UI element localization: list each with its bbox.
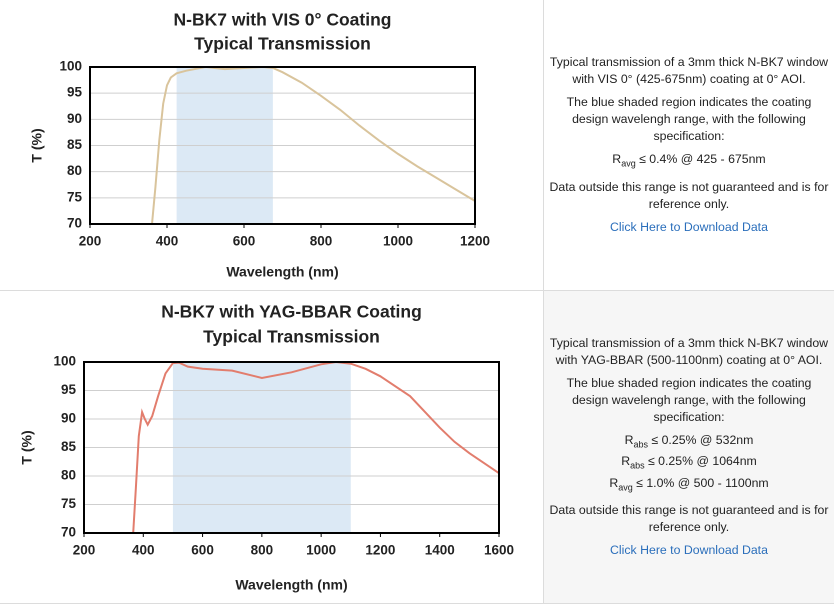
spec-subscript: avg: [621, 158, 636, 169]
specifications: Rabs ≤ 0.25% @ 532nm Rabs ≤ 0.25% @ 1064n…: [548, 432, 830, 496]
disclaimer: Data outside this range is not guarantee…: [549, 179, 829, 211]
chart-title: N-BK7 with VIS 0° Coating: [174, 10, 392, 30]
chart-cell: N-BK7 with YAG-BBAR Coating Typical Trans…: [0, 291, 544, 603]
description-cell: Typical transmission of a 3mm thick N-BK…: [544, 291, 834, 603]
spec-text: ≤ 0.25% @ 532nm: [648, 432, 754, 447]
x-tick-label: 600: [191, 543, 214, 558]
x-tick-label: 600: [233, 234, 256, 249]
y-axis-label: T (%): [19, 430, 35, 464]
y-tick-label: 100: [59, 59, 82, 74]
y-tick-label: 70: [61, 525, 76, 540]
spec-subscript: abs: [630, 460, 645, 471]
x-tick-label: 1600: [484, 543, 514, 558]
chart-title: Typical Transmission: [194, 34, 371, 54]
spec-symbol: R: [609, 475, 619, 490]
spec-symbol: R: [612, 152, 622, 167]
chart: N-BK7 with VIS 0° Coating Typical Transmi…: [29, 10, 490, 280]
x-tick-label: 200: [79, 234, 102, 249]
chart-title: N-BK7 with YAG-BBAR Coating: [161, 302, 422, 322]
x-axis-label: Wavelength (nm): [226, 264, 338, 280]
plot-frame: [83, 361, 500, 534]
y-tick-label: 90: [67, 111, 82, 126]
spec-text: ≤ 0.25% @ 1064nm: [644, 454, 757, 469]
chart-cell: N-BK7 with VIS 0° Coating Typical Transmi…: [0, 0, 544, 290]
spec-symbol: R: [621, 454, 631, 469]
y-tick-label: 75: [67, 189, 83, 204]
specifications: Ravg ≤ 0.4% @ 425 - 675nm: [548, 151, 830, 172]
disclaimer: Data outside this range is not guarantee…: [549, 503, 829, 535]
spec-subscript: avg: [618, 482, 633, 493]
specification: Ravg ≤ 1.0% @ 500 - 1100nm: [548, 475, 830, 496]
spec-text: ≤ 0.4% @ 425 - 675nm: [635, 152, 766, 167]
y-tick-label: 95: [61, 382, 77, 397]
x-tick-label: 200: [73, 543, 96, 558]
y-tick-label: 85: [67, 137, 83, 152]
spec-text: ≤ 1.0% @ 500 - 1100nm: [632, 475, 769, 490]
x-axis-label: Wavelength (nm): [235, 577, 347, 593]
x-tick-label: 400: [132, 543, 155, 558]
y-tick-label: 80: [67, 163, 82, 178]
x-tick-label: 400: [156, 234, 179, 249]
specification: Rabs ≤ 0.25% @ 532nm: [548, 432, 830, 453]
description: Typical transmission of a 3mm thick N-BK…: [549, 55, 829, 87]
x-tick-label: 1200: [460, 234, 490, 249]
plot-frame: [89, 66, 476, 225]
x-tick-label: 800: [310, 234, 333, 249]
y-tick-label: 100: [53, 354, 76, 369]
x-tick-label: 800: [251, 543, 274, 558]
description: The blue shaded region indicates the coa…: [566, 95, 812, 144]
y-tick-label: 95: [67, 85, 83, 100]
chart-title: Typical Transmission: [203, 327, 380, 347]
y-tick-label: 70: [67, 216, 82, 231]
x-tick-label: 1000: [383, 234, 413, 249]
download-link[interactable]: Click Here to Download Data: [610, 219, 768, 234]
transmission-line: [132, 360, 500, 534]
y-tick-label: 75: [61, 496, 77, 511]
description-cell: Typical transmission of a 3mm thick N-BK…: [544, 0, 834, 290]
x-tick-label: 1000: [306, 543, 336, 558]
product-row: N-BK7 with YAG-BBAR Coating Typical Trans…: [0, 291, 834, 604]
description: Typical transmission of a 3mm thick N-BK…: [549, 335, 829, 367]
specification: Rabs ≤ 0.25% @ 1064nm: [548, 453, 830, 474]
description: The blue shaded region indicates the coa…: [566, 375, 812, 424]
specification: Ravg ≤ 0.4% @ 425 - 675nm: [548, 151, 830, 172]
x-tick-label: 1200: [365, 543, 395, 558]
chart: N-BK7 with YAG-BBAR Coating Typical Trans…: [19, 302, 514, 593]
y-tick-label: 90: [61, 411, 76, 426]
y-tick-label: 85: [61, 439, 77, 454]
spec-subscript: abs: [633, 439, 649, 450]
y-tick-label: 80: [61, 468, 76, 483]
product-row: N-BK7 with VIS 0° Coating Typical Transmi…: [0, 0, 834, 291]
spec-symbol: R: [624, 432, 634, 447]
x-tick-label: 1400: [425, 543, 455, 558]
download-link[interactable]: Click Here to Download Data: [610, 543, 768, 558]
y-axis-label: T (%): [29, 128, 45, 162]
